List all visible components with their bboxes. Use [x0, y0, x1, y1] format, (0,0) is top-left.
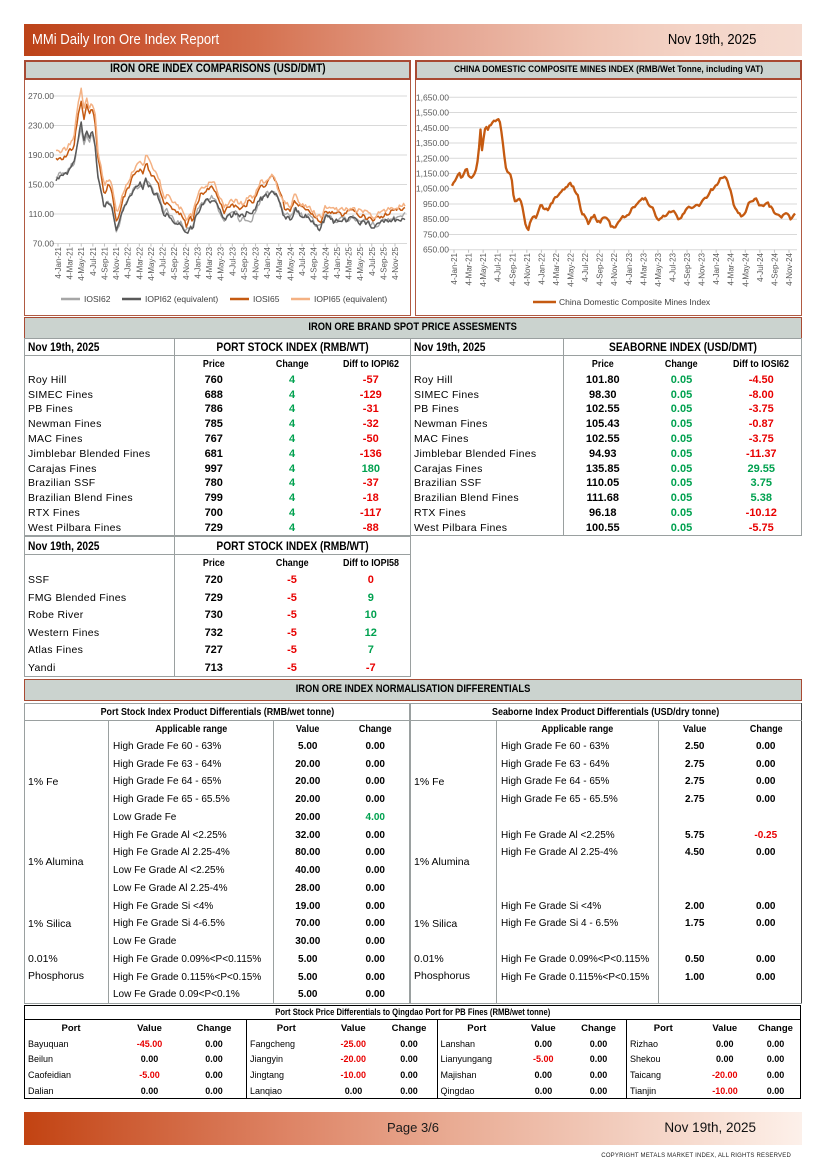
svg-text:190.00: 190.00 — [28, 150, 54, 160]
svg-text:4-Jul-22: 4-Jul-22 — [581, 252, 590, 281]
svg-text:4-Mar-22: 4-Mar-22 — [135, 246, 144, 279]
svg-text:4-Mar-21: 4-Mar-21 — [66, 246, 75, 279]
svg-text:4-Jul-21: 4-Jul-21 — [89, 246, 98, 275]
svg-text:4-Sep-24: 4-Sep-24 — [770, 252, 779, 285]
svg-text:4-Nov-24: 4-Nov-24 — [321, 246, 330, 279]
svg-text:4-May-24: 4-May-24 — [286, 246, 295, 280]
svg-text:4-May-22: 4-May-22 — [147, 246, 156, 280]
svg-text:1,250.00: 1,250.00 — [416, 153, 449, 163]
svg-text:4-Jan-23: 4-Jan-23 — [625, 252, 634, 284]
svg-text:4-Sep-23: 4-Sep-23 — [683, 252, 692, 285]
svg-text:70.00: 70.00 — [33, 239, 55, 249]
svg-text:4-Nov-23: 4-Nov-23 — [252, 246, 261, 279]
svg-text:4-Jan-25: 4-Jan-25 — [333, 246, 342, 278]
svg-text:4-Sep-23: 4-Sep-23 — [240, 246, 249, 279]
svg-text:4-Jul-24: 4-Jul-24 — [756, 252, 765, 281]
svg-text:1,550.00: 1,550.00 — [416, 108, 449, 118]
svg-text:4-Nov-22: 4-Nov-22 — [182, 246, 191, 279]
svg-text:IOPI65 (equivalent): IOPI65 (equivalent) — [314, 294, 387, 304]
svg-text:4-Jul-22: 4-Jul-22 — [159, 246, 168, 275]
svg-text:4-Mar-25: 4-Mar-25 — [345, 246, 354, 279]
svg-text:4-Sep-24: 4-Sep-24 — [310, 246, 319, 279]
svg-text:4-Sep-22: 4-Sep-22 — [596, 252, 605, 285]
svg-text:150.00: 150.00 — [28, 180, 54, 190]
svg-text:4-Jan-21: 4-Jan-21 — [54, 246, 63, 278]
svg-text:1,650.00: 1,650.00 — [416, 92, 449, 102]
svg-text:4-Sep-21: 4-Sep-21 — [508, 252, 517, 285]
svg-text:4-Jan-23: 4-Jan-23 — [193, 246, 202, 278]
svg-text:4-Jul-21: 4-Jul-21 — [494, 252, 503, 281]
svg-text:4-Nov-21: 4-Nov-21 — [523, 252, 532, 285]
svg-text:4-Jan-24: 4-Jan-24 — [712, 252, 721, 284]
svg-text:China Domestic Composite Mines: China Domestic Composite Mines Index — [559, 297, 711, 307]
svg-text:650.00: 650.00 — [423, 245, 449, 255]
svg-text:4-Jul-23: 4-Jul-23 — [228, 246, 237, 275]
svg-text:4-Jul-25: 4-Jul-25 — [368, 246, 377, 275]
svg-text:950.00: 950.00 — [423, 199, 449, 209]
svg-text:4-Jul-24: 4-Jul-24 — [298, 246, 307, 275]
svg-text:4-Nov-21: 4-Nov-21 — [112, 246, 121, 279]
svg-text:4-May-21: 4-May-21 — [479, 252, 488, 286]
svg-text:1,450.00: 1,450.00 — [416, 123, 449, 133]
svg-text:IOSI62: IOSI62 — [84, 294, 111, 304]
svg-text:850.00: 850.00 — [423, 214, 449, 224]
svg-text:4-Jan-21: 4-Jan-21 — [450, 252, 459, 284]
svg-text:1,150.00: 1,150.00 — [416, 169, 449, 179]
svg-text:4-Jul-23: 4-Jul-23 — [668, 252, 677, 281]
svg-text:4-Sep-21: 4-Sep-21 — [100, 246, 109, 279]
svg-text:110.00: 110.00 — [29, 209, 55, 219]
svg-text:230.00: 230.00 — [28, 121, 54, 131]
svg-text:4-Mar-24: 4-Mar-24 — [275, 246, 284, 279]
svg-text:4-Sep-22: 4-Sep-22 — [170, 246, 179, 279]
svg-text:4-Mar-23: 4-Mar-23 — [205, 246, 214, 279]
svg-text:4-May-23: 4-May-23 — [654, 252, 663, 286]
svg-text:4-May-21: 4-May-21 — [77, 246, 86, 280]
svg-text:4-May-22: 4-May-22 — [567, 252, 576, 286]
svg-text:4-Jan-24: 4-Jan-24 — [263, 246, 272, 278]
svg-text:IOSI65: IOSI65 — [253, 294, 280, 304]
svg-text:IOPI62 (equivalent): IOPI62 (equivalent) — [145, 294, 218, 304]
svg-text:1,350.00: 1,350.00 — [416, 138, 449, 148]
svg-text:4-May-25: 4-May-25 — [356, 246, 365, 280]
svg-text:4-Mar-22: 4-Mar-22 — [552, 252, 561, 285]
svg-text:4-Mar-21: 4-Mar-21 — [465, 252, 474, 285]
svg-text:4-Mar-23: 4-Mar-23 — [639, 252, 648, 285]
svg-text:4-Sep-25: 4-Sep-25 — [379, 246, 388, 279]
svg-text:1,050.00: 1,050.00 — [416, 184, 449, 194]
svg-text:4-Jan-22: 4-Jan-22 — [537, 252, 546, 284]
svg-text:4-Nov-24: 4-Nov-24 — [785, 252, 794, 285]
svg-text:4-Nov-23: 4-Nov-23 — [698, 252, 707, 285]
svg-text:4-Mar-24: 4-Mar-24 — [727, 252, 736, 285]
svg-text:4-Nov-22: 4-Nov-22 — [610, 252, 619, 285]
svg-text:4-Jan-22: 4-Jan-22 — [124, 246, 133, 278]
svg-text:4-May-23: 4-May-23 — [217, 246, 226, 280]
svg-text:270.00: 270.00 — [28, 91, 54, 101]
svg-text:4-Nov-25: 4-Nov-25 — [391, 246, 400, 279]
svg-text:750.00: 750.00 — [423, 230, 449, 240]
svg-text:4-May-24: 4-May-24 — [741, 252, 750, 286]
